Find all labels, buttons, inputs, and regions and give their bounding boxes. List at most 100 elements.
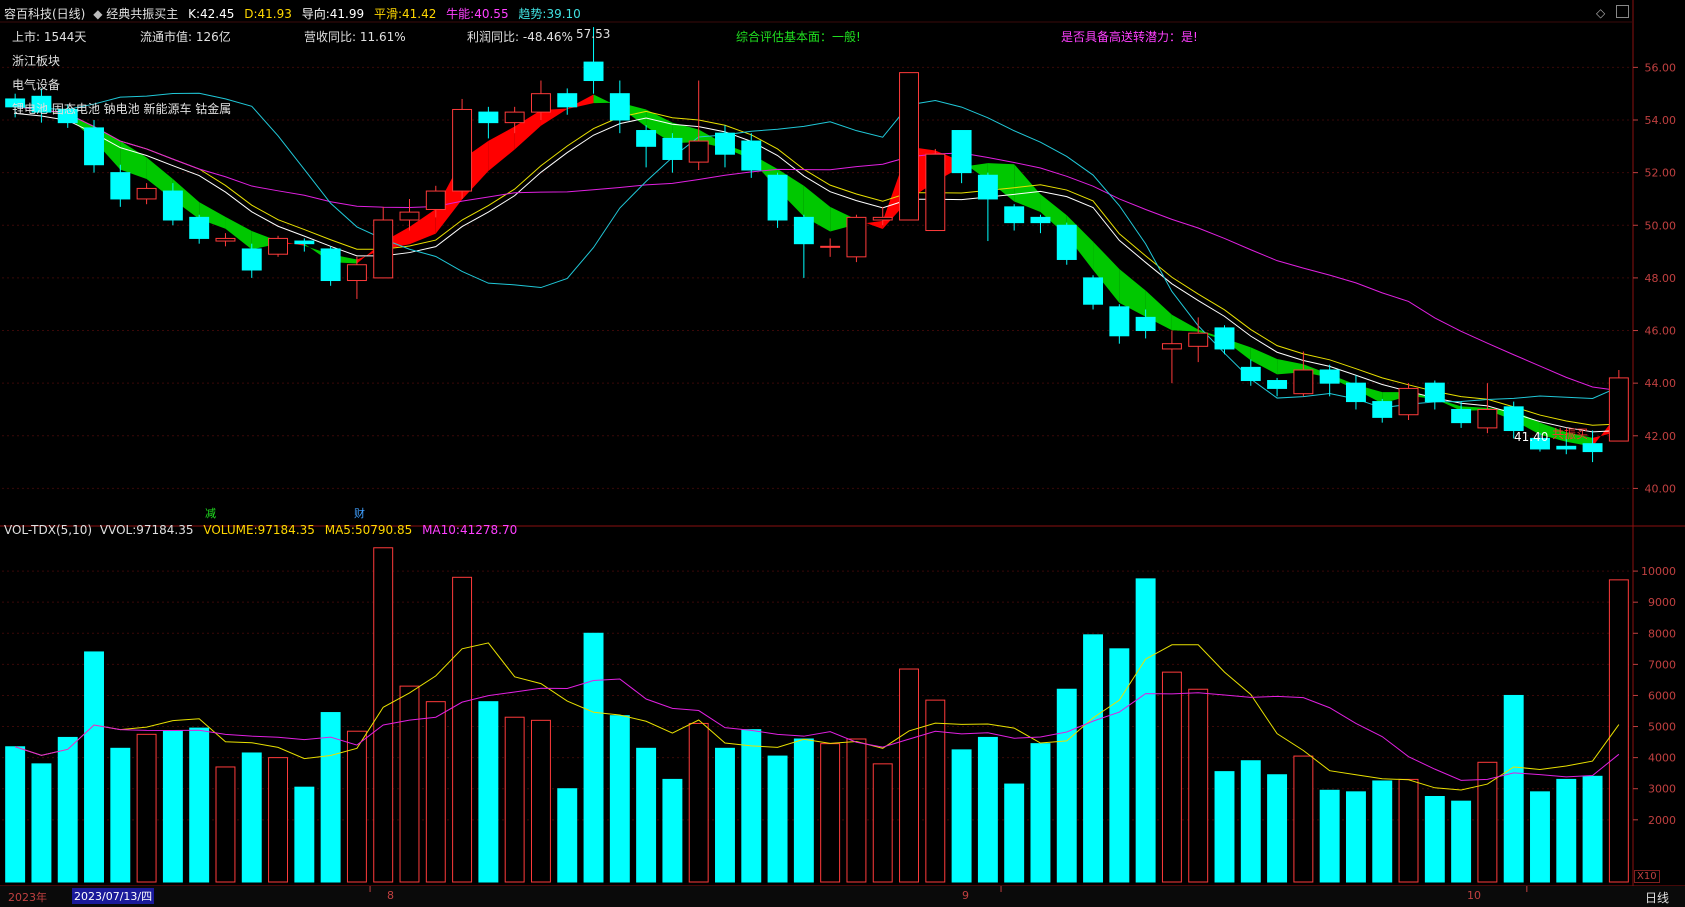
- candle-up[interactable]: [504, 111, 525, 124]
- candle-up[interactable]: [925, 153, 946, 232]
- volume-bar-up[interactable]: [899, 668, 919, 883]
- candle-down[interactable]: [1503, 406, 1524, 432]
- volume-bar-down[interactable]: [741, 729, 762, 883]
- volume-bar-down[interactable]: [1030, 743, 1051, 883]
- dropdown-icon[interactable]: ◆: [93, 7, 103, 21]
- marker-cai[interactable]: 财: [354, 507, 365, 520]
- candle-down[interactable]: [767, 174, 788, 221]
- volume-bar-down[interactable]: [1372, 780, 1393, 883]
- candle-up[interactable]: [268, 237, 289, 255]
- volume-bar-down[interactable]: [1135, 578, 1156, 883]
- candle-down[interactable]: [294, 240, 315, 245]
- volume-bar-down[interactable]: [557, 788, 578, 883]
- candle-down[interactable]: [1083, 277, 1104, 305]
- volume-bar-down[interactable]: [767, 755, 788, 883]
- candle-down[interactable]: [1319, 369, 1340, 384]
- candle-down[interactable]: [741, 140, 762, 171]
- candle-down[interactable]: [1214, 327, 1235, 350]
- candle-up[interactable]: [452, 108, 473, 192]
- period-button[interactable]: 日线: [1645, 891, 1670, 905]
- volume-bar-down[interactable]: [31, 763, 52, 883]
- candle-down[interactable]: [478, 111, 499, 124]
- volume-bar-down[interactable]: [1056, 688, 1077, 883]
- volume-bar-up[interactable]: [268, 757, 289, 883]
- candle-down[interactable]: [583, 61, 604, 82]
- candle-up[interactable]: [373, 219, 394, 279]
- volume-bar-down[interactable]: [793, 738, 814, 883]
- volume-bar-down[interactable]: [1214, 771, 1235, 883]
- volume-bar-up[interactable]: [1188, 688, 1209, 883]
- candle-down[interactable]: [320, 248, 341, 282]
- window-toggle-icon[interactable]: [1616, 5, 1629, 18]
- candle-down[interactable]: [1345, 382, 1366, 403]
- candle-down[interactable]: [1451, 408, 1472, 424]
- volume-bar-down[interactable]: [1503, 694, 1524, 883]
- candle-down[interactable]: [110, 172, 131, 200]
- volume-bar-down[interactable]: [1319, 789, 1340, 883]
- candlesticks[interactable]: [5, 27, 1629, 463]
- candle-down[interactable]: [1372, 401, 1393, 418]
- volume-bar-down[interactable]: [241, 752, 262, 883]
- volume-bar-down[interactable]: [1240, 760, 1261, 883]
- candle-up[interactable]: [399, 211, 420, 221]
- volume-bar-down[interactable]: [951, 749, 972, 883]
- diamond-icon[interactable]: ◇: [1596, 6, 1606, 20]
- volume-bar-down[interactable]: [715, 747, 735, 883]
- candle-down[interactable]: [977, 174, 998, 200]
- candle-down[interactable]: [162, 190, 183, 221]
- volume-bar-down[interactable]: [189, 727, 210, 883]
- candle-down[interactable]: [241, 248, 262, 271]
- volume-bar-down[interactable]: [1004, 783, 1025, 883]
- vol-indicator-name[interactable]: VOL-TDX(5,10): [4, 523, 93, 537]
- volume-bar-down[interactable]: [609, 715, 630, 883]
- candle-up[interactable]: [820, 245, 841, 248]
- volume-bar-up[interactable]: [215, 766, 236, 883]
- candle-down[interactable]: [1424, 382, 1445, 403]
- volume-bar-down[interactable]: [977, 736, 998, 883]
- volume-bar-down[interactable]: [1109, 648, 1130, 883]
- volume-bar-down[interactable]: [162, 730, 183, 883]
- volume-bar-up[interactable]: [925, 699, 946, 883]
- volume-bar-down[interactable]: [294, 786, 315, 883]
- candle-down[interactable]: [57, 108, 78, 124]
- candle-down[interactable]: [1582, 443, 1603, 453]
- volume-bar-up[interactable]: [846, 738, 867, 883]
- volume-bar-up[interactable]: [1398, 778, 1419, 883]
- candle-down[interactable]: [1530, 437, 1550, 450]
- candle-up[interactable]: [1161, 343, 1182, 350]
- volume-bar-up[interactable]: [1608, 579, 1629, 883]
- candle-down[interactable]: [1004, 206, 1025, 224]
- volume-bar-up[interactable]: [346, 730, 367, 883]
- candle-up[interactable]: [688, 140, 709, 163]
- candle-down[interactable]: [662, 137, 683, 160]
- stock-name[interactable]: 容百科技(日线): [4, 7, 86, 21]
- volume-bar-up[interactable]: [399, 685, 420, 883]
- volume-bar-up[interactable]: [530, 719, 551, 883]
- candle-down[interactable]: [1030, 216, 1051, 224]
- candle-down[interactable]: [84, 127, 104, 166]
- candle-up[interactable]: [425, 190, 446, 210]
- candle-down[interactable]: [793, 216, 814, 245]
- volume-bar-down[interactable]: [1451, 800, 1472, 883]
- volume-bar-down[interactable]: [662, 778, 683, 883]
- candle-down[interactable]: [715, 132, 735, 155]
- volume-bar-down[interactable]: [1083, 634, 1104, 883]
- candle-up[interactable]: [899, 72, 919, 221]
- volume-bar-up[interactable]: [1161, 671, 1182, 883]
- candle-up[interactable]: [1477, 408, 1498, 429]
- volume-bar-up[interactable]: [872, 763, 893, 883]
- candle-down[interactable]: [1056, 224, 1077, 260]
- candle-up[interactable]: [215, 237, 236, 242]
- volume-bar-down[interactable]: [1267, 774, 1288, 883]
- volume-bar-down[interactable]: [1530, 791, 1550, 883]
- volume-bar-up[interactable]: [820, 743, 841, 883]
- candle-up[interactable]: [530, 93, 551, 113]
- candle-down[interactable]: [1240, 366, 1261, 382]
- volume-bar-down[interactable]: [1424, 796, 1445, 883]
- candle-down[interactable]: [1109, 306, 1130, 337]
- volume-bar-down[interactable]: [5, 746, 26, 883]
- volume-bar-up[interactable]: [425, 701, 446, 883]
- candle-down[interactable]: [1135, 316, 1156, 332]
- candle-up[interactable]: [872, 216, 893, 221]
